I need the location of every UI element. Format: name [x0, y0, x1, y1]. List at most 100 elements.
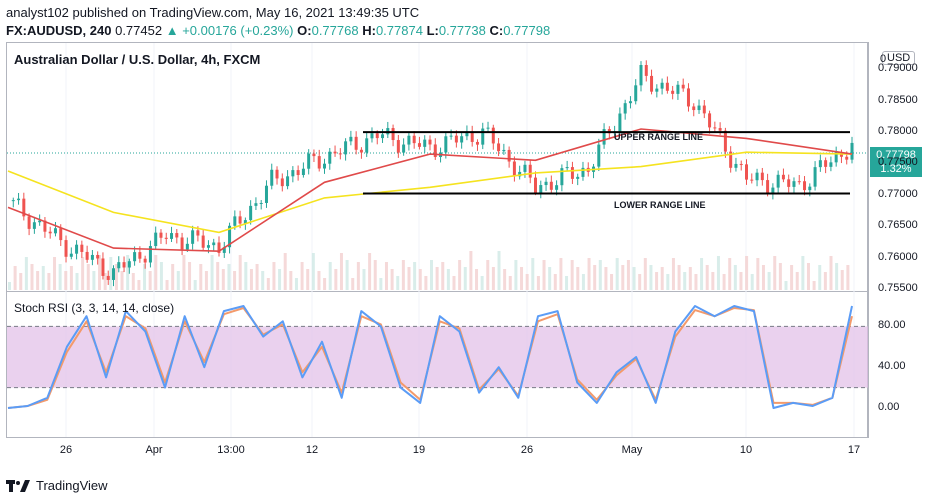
volume-bar [761, 265, 765, 290]
candle-body [813, 167, 817, 187]
candle-body [286, 176, 290, 187]
volume-bar [199, 264, 203, 290]
candle-body [507, 149, 511, 162]
candle-body [681, 84, 685, 89]
candle-body [112, 268, 115, 280]
volume-bar [418, 269, 422, 290]
ma-fast-line [7, 128, 853, 253]
currency-button[interactable]: USD [882, 51, 916, 65]
candle-body [344, 141, 348, 155]
volume-bar [756, 258, 760, 290]
lower-range-label: LOWER RANGE LINE [614, 200, 706, 210]
candle-body [671, 90, 675, 94]
candle-body [48, 231, 52, 234]
volume-bar [379, 278, 383, 290]
volume-bar [75, 273, 79, 290]
low-label: L: [426, 23, 439, 38]
close-label: C: [489, 23, 504, 38]
price-axis-label: 0.76500 [878, 219, 918, 232]
candle-body [301, 168, 305, 176]
volume-bar [525, 274, 529, 290]
candle-body [64, 240, 68, 257]
candle-body [465, 131, 469, 137]
footer-brand[interactable]: TradingView [6, 478, 108, 493]
volume-bar [120, 271, 124, 290]
candle-body [460, 136, 464, 143]
volume-bar [407, 267, 411, 290]
volume-bar [733, 265, 737, 290]
volume-bar [171, 264, 175, 290]
candle-body [423, 139, 427, 147]
candle-body [771, 187, 775, 194]
open-value: 0.77768 [311, 23, 359, 38]
candle-body [59, 228, 63, 241]
candle-body [634, 85, 638, 102]
candle-body [729, 151, 733, 168]
candle-body [38, 220, 42, 223]
chart-frame [6, 42, 868, 438]
volume-bar [272, 262, 276, 290]
tradingview-logo-icon [6, 479, 30, 492]
candle-body [745, 164, 748, 180]
volume-bar [604, 267, 608, 290]
candle-body [697, 105, 701, 111]
volume-bar [745, 256, 749, 290]
volume-bar [356, 262, 360, 290]
candle-body [296, 170, 300, 176]
candle-body [433, 144, 437, 158]
candle-body [117, 262, 121, 269]
candle-body [222, 247, 226, 253]
volume-bar [716, 256, 720, 290]
open-label: O: [297, 23, 312, 38]
candle-body [544, 181, 548, 186]
volume-bar [666, 274, 670, 290]
candle-body [312, 153, 316, 157]
pane-separator[interactable] [6, 291, 868, 292]
candle-body [22, 198, 26, 217]
volume-bar [249, 269, 253, 290]
volume-bar [520, 267, 524, 290]
time-axis-label: 26 [520, 444, 534, 456]
volume-bar [587, 258, 591, 290]
candle-body [201, 235, 205, 248]
volume-bar [13, 266, 17, 290]
candle-body [217, 242, 221, 253]
candle-body [486, 127, 490, 129]
low-value: 0.77738 [438, 23, 486, 38]
volume-bar [446, 269, 450, 290]
volume-bar [739, 272, 743, 290]
candle-body [676, 84, 680, 94]
volume-bar [193, 280, 197, 290]
price-axis-label: 0.76000 [878, 250, 918, 263]
candle-body [85, 251, 89, 260]
volume-bar [339, 253, 343, 290]
brand-name: TradingView [36, 478, 108, 493]
candle-body [148, 246, 152, 263]
volume-bar [638, 274, 642, 290]
volume-bar [317, 271, 321, 290]
candle-body [618, 113, 622, 132]
candle-body [206, 245, 210, 248]
volume-bar [261, 271, 265, 290]
volume-bar [53, 257, 57, 290]
candle-body [760, 172, 764, 181]
volume-bar [210, 255, 214, 290]
volume-bar [626, 260, 630, 290]
volume-bar [137, 280, 141, 290]
candle-body [417, 143, 421, 147]
volume-bar [8, 282, 11, 290]
volume-bar [390, 269, 394, 290]
candle-body [328, 151, 332, 164]
volume-bar [362, 269, 366, 290]
volume-bar [778, 263, 782, 290]
current-change: 1.32% [880, 163, 912, 175]
candle-body [154, 232, 158, 247]
volume-bar [632, 267, 636, 290]
stoch-k-line [7, 305, 853, 409]
volume-bar [306, 269, 310, 290]
current-price-tag: 0.77798 1.32% [870, 147, 922, 177]
candle-body [69, 253, 73, 257]
candle-body [650, 75, 654, 92]
candle-body [27, 216, 31, 229]
